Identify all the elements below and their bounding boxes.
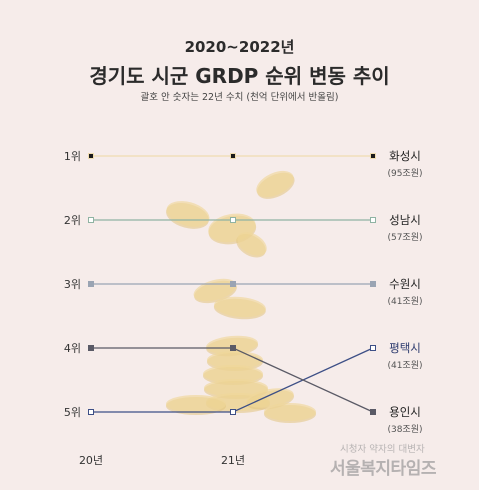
x-tick-label: 21년 — [221, 454, 245, 467]
y-tick-label: 5위 — [64, 406, 81, 419]
data-point — [370, 409, 376, 415]
chart-title: 경기도 시군 GRDP 순위 변동 추이 — [89, 64, 390, 88]
series-value-label: (38조원) — [387, 424, 422, 435]
data-point — [370, 217, 376, 223]
chart-years-title: 2020~2022년 — [184, 38, 295, 56]
series-name-label: 평택시 — [389, 341, 421, 355]
data-point — [88, 345, 94, 351]
data-point — [230, 281, 236, 287]
coin-shape — [166, 395, 226, 413]
coin-shape — [204, 379, 268, 397]
data-point — [370, 153, 376, 159]
data-point — [88, 153, 94, 159]
coin-shape — [256, 170, 294, 198]
coin-shape — [264, 403, 316, 421]
data-point — [370, 281, 376, 287]
y-axis-ticks: 1위 2위 3위 4위 5위 — [64, 150, 81, 419]
x-tick-label: 20년 — [79, 454, 103, 467]
series-value-label: (57조원) — [387, 232, 422, 243]
data-point — [230, 409, 236, 415]
y-tick-label: 4위 — [64, 342, 81, 355]
watermark-tagline: 시청자 약자의 대변자 — [340, 444, 425, 455]
x-axis-ticks: 20년 21년 — [79, 454, 245, 467]
series-labels: 화성시 (95조원) 성남시 (57조원) 수원시 (41조원) 평택시 (41조원) 용인시 (… — [387, 149, 422, 435]
coin-shape — [246, 388, 294, 408]
data-point — [230, 345, 236, 351]
chart-subtitle: 괄호 안 숫자는 22년 수치 (천억 단위에서 반올림) — [140, 92, 339, 103]
y-tick-label: 1위 — [64, 150, 81, 163]
series-name-label: 화성시 — [389, 149, 421, 163]
series-name-label: 수원시 — [389, 277, 421, 291]
coin-shape — [237, 232, 267, 256]
series-lines — [88, 153, 376, 415]
data-point — [230, 153, 236, 159]
series-name-label: 성남시 — [389, 213, 421, 227]
coin-shape — [203, 365, 263, 383]
data-point — [370, 345, 376, 351]
series-value-label: (41조원) — [387, 360, 422, 371]
series-value-label: (41조원) — [387, 296, 422, 307]
y-tick-label: 3위 — [64, 278, 81, 291]
data-point — [88, 217, 94, 223]
y-tick-label: 2위 — [64, 214, 81, 227]
data-point — [230, 217, 236, 223]
series-value-label: (95조원) — [387, 168, 422, 179]
data-point — [88, 409, 94, 415]
data-point — [88, 281, 94, 287]
watermark-logo: 서울복지타임즈 — [330, 459, 436, 479]
series-name-label: 용인시 — [389, 405, 421, 419]
coin-shape — [214, 296, 266, 318]
